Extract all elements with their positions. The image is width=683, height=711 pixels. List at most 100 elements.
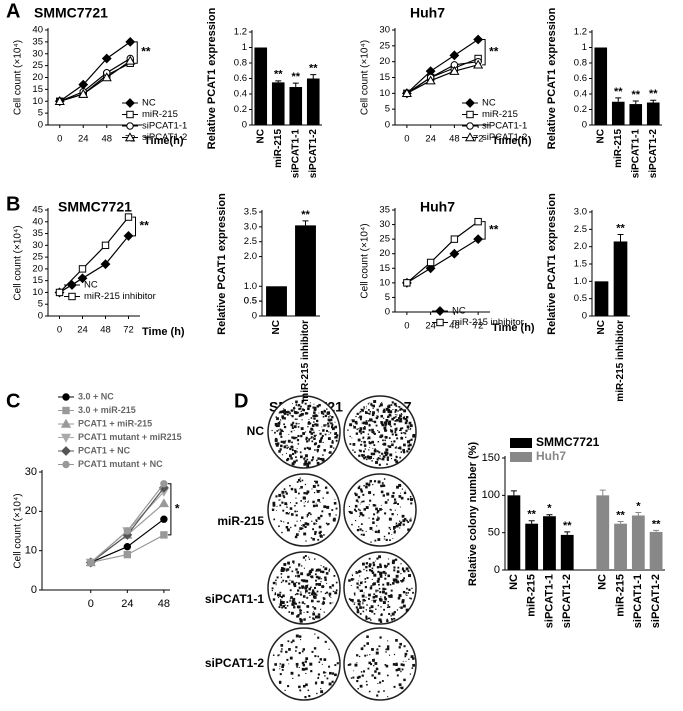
colony-dot: [360, 501, 362, 503]
bar: [507, 495, 521, 570]
colony-dot: [404, 421, 408, 425]
colony-dot: [389, 539, 391, 542]
colony-dot: [335, 581, 338, 584]
colony-dot: [315, 442, 317, 445]
colony-dot: [329, 432, 332, 434]
colony-dot: [310, 417, 313, 419]
colony-dot: [300, 579, 303, 582]
colony-dot: [279, 665, 281, 667]
colony-dot: [368, 483, 371, 486]
colony-dot: [406, 594, 408, 596]
colony-dot: [384, 592, 388, 595]
colony-dot: [369, 479, 372, 483]
colony-dot: [408, 658, 410, 660]
y-tick-label: 20: [379, 56, 390, 67]
significance-label: **: [274, 69, 283, 81]
colony-dot: [294, 452, 297, 454]
colony-dot: [363, 508, 367, 511]
bar: [631, 515, 645, 570]
significance-label: **: [291, 71, 300, 83]
colony-dot: [404, 417, 407, 421]
colony-dot: [321, 510, 324, 513]
colony-dot: [317, 576, 321, 580]
colony-dot: [304, 525, 307, 529]
colony-dot: [333, 501, 337, 505]
colony-dot: [398, 406, 401, 408]
colony-dot: [288, 582, 291, 585]
colony-dot: [385, 448, 389, 452]
colony-dot: [312, 595, 316, 599]
colony-dot: [303, 505, 306, 507]
chart-title: SMMC7721: [58, 199, 132, 215]
marker: [425, 263, 436, 274]
colony-dot: [372, 448, 374, 449]
error-bar: [302, 220, 309, 226]
colony-dot: [377, 604, 380, 607]
colony-dot: [410, 427, 412, 430]
bar: [596, 495, 610, 570]
colony-dot: [323, 424, 326, 427]
colony-dot: [279, 504, 282, 507]
colony-dot: [308, 419, 310, 421]
legend-label: siPCAT1-1: [142, 121, 187, 132]
colony-dot: [305, 657, 309, 660]
error-bar: [617, 520, 624, 524]
significance-label: **: [140, 219, 150, 233]
colony-dot: [363, 406, 365, 408]
colony-dot: [394, 420, 397, 422]
legend-label: siPCAT1-1: [482, 121, 527, 132]
colony-dot: [294, 593, 297, 596]
colony-dot: [387, 445, 389, 447]
colony-dot: [374, 448, 376, 450]
colony-dot: [276, 442, 280, 445]
colony-dot: [288, 663, 290, 665]
colony-dot: [297, 426, 300, 428]
colony-dot: [281, 665, 284, 669]
colony-dot: [382, 494, 385, 497]
colony-dot: [407, 498, 410, 501]
colony-dot: [387, 604, 389, 606]
colony-dot: [396, 674, 399, 677]
colony-dot: [319, 441, 321, 443]
colony-dot: [286, 605, 289, 607]
series-line: [406, 61, 479, 94]
colony-dot: [372, 407, 374, 409]
colony-dot: [315, 570, 317, 572]
colony-dot: [298, 565, 300, 567]
colony-dot: [307, 421, 311, 425]
colony-dot: [369, 607, 371, 609]
y-tick-label: 2.5: [574, 224, 587, 235]
y-tick-label: 0.8: [234, 58, 247, 69]
colony-dot: [312, 458, 314, 461]
colony-dot: [393, 611, 396, 614]
colony-dot: [276, 576, 279, 579]
significance-bracket: [482, 221, 486, 240]
colony-dot: [279, 421, 281, 423]
colony-dot: [297, 674, 300, 677]
colony-dot: [384, 435, 388, 439]
colony-dot: [301, 524, 303, 526]
colony-dot: [377, 411, 379, 413]
colony-dot: [282, 567, 286, 571]
colony-dot: [384, 572, 387, 575]
colony-dot: [374, 530, 378, 533]
marker: [101, 241, 110, 250]
colony-dot: [383, 596, 386, 599]
colony-dot: [301, 479, 304, 482]
colony-dot: [300, 485, 303, 489]
colony-dot: [370, 402, 372, 404]
colony-dot: [372, 404, 376, 408]
colony-dot: [385, 664, 389, 668]
colony-dot: [309, 402, 311, 404]
colony-dot: [359, 581, 363, 585]
bar: [543, 516, 556, 570]
colony-dot: [334, 432, 337, 436]
colony-dot: [385, 452, 388, 455]
colony-dot: [314, 406, 317, 409]
colony-dot: [411, 587, 413, 590]
colony-dot: [295, 646, 298, 649]
x-axis-label: Time(h): [492, 135, 532, 147]
colony-dot: [391, 494, 395, 498]
colony-dot: [331, 427, 335, 431]
colony-dot: [291, 570, 294, 573]
